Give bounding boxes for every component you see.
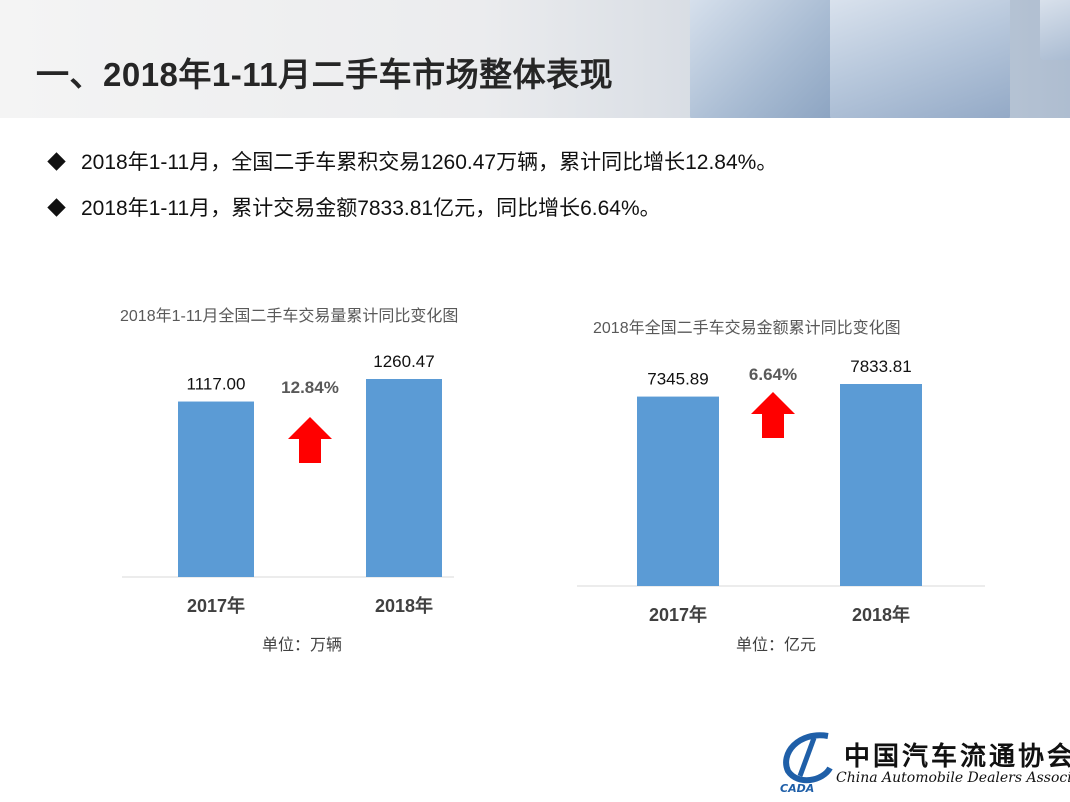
x-tick-label: 2018年 (852, 604, 910, 625)
decorative-cube (690, 0, 840, 118)
bullet-list: 2018年1-11月，全国二手车累积交易1260.47万辆，累计同比增长12.8… (46, 146, 777, 238)
logo-abbr: CADA (780, 782, 815, 795)
bar-value-label: 1117.00 (187, 375, 246, 394)
header-banner: 一、2018年1-11月二手车市场整体表现 (0, 0, 1070, 118)
growth-rate-label: 12.84% (281, 378, 339, 397)
bar-value-label: 1260.47 (373, 352, 434, 371)
growth-rate-label: 6.64% (749, 365, 797, 384)
chart-unit-volume: 单位：万辆 (262, 637, 343, 654)
decorative-cube (1040, 0, 1070, 60)
chart-title-volume: 2018年1-11月全国二手车交易量累计同比变化图 (120, 308, 459, 325)
page-title: 一、2018年1-11月二手车市场整体表现 (36, 56, 614, 93)
amount-bar-chart: 7345.89 2017年 7833.81 2018年 6.64% (577, 357, 985, 625)
up-arrow-icon (751, 392, 795, 438)
bullet-text: 2018年1-11月，全国二手车累积交易1260.47万辆，累计同比增长12.8… (81, 151, 778, 174)
diamond-bullet-icon (47, 151, 66, 171)
bar-2017年 (178, 401, 254, 577)
cada-logo: 中国汽车流通协会 China Automobile Dealers Associ… (778, 726, 1070, 796)
bar-2018年 (840, 384, 922, 586)
bar-2017年 (637, 396, 719, 586)
decorative-cube (830, 0, 1010, 118)
chart-title-amount: 2018年全国二手车交易金额累计同比变化图 (593, 320, 901, 337)
chart-unit-amount: 单位：亿元 (736, 637, 817, 654)
bar-value-label: 7833.81 (850, 357, 911, 376)
bullet-item: 2018年1-11月，累计交易金额7833.81亿元，同比增长6.64%。 (46, 192, 777, 222)
logo-name-cn: 中国汽车流通协会 (844, 742, 1070, 772)
x-tick-label: 2017年 (187, 595, 245, 616)
x-tick-label: 2017年 (649, 604, 707, 625)
cada-emblem-icon (783, 732, 833, 784)
up-arrow-icon (288, 417, 332, 463)
bar-2018年 (366, 379, 442, 577)
volume-bar-chart: 1117.00 2017年 1260.47 2018年 12.84% (122, 352, 454, 616)
bullet-item: 2018年1-11月，全国二手车累积交易1260.47万辆，累计同比增长12.8… (46, 146, 777, 176)
diamond-bullet-icon (47, 197, 66, 217)
logo-name-en: China Automobile Dealers Association (836, 770, 1070, 786)
bar-value-label: 7345.89 (647, 370, 708, 389)
bullet-text: 2018年1-11月，累计交易金额7833.81亿元，同比增长6.64%。 (81, 197, 661, 220)
x-tick-label: 2018年 (375, 595, 433, 616)
